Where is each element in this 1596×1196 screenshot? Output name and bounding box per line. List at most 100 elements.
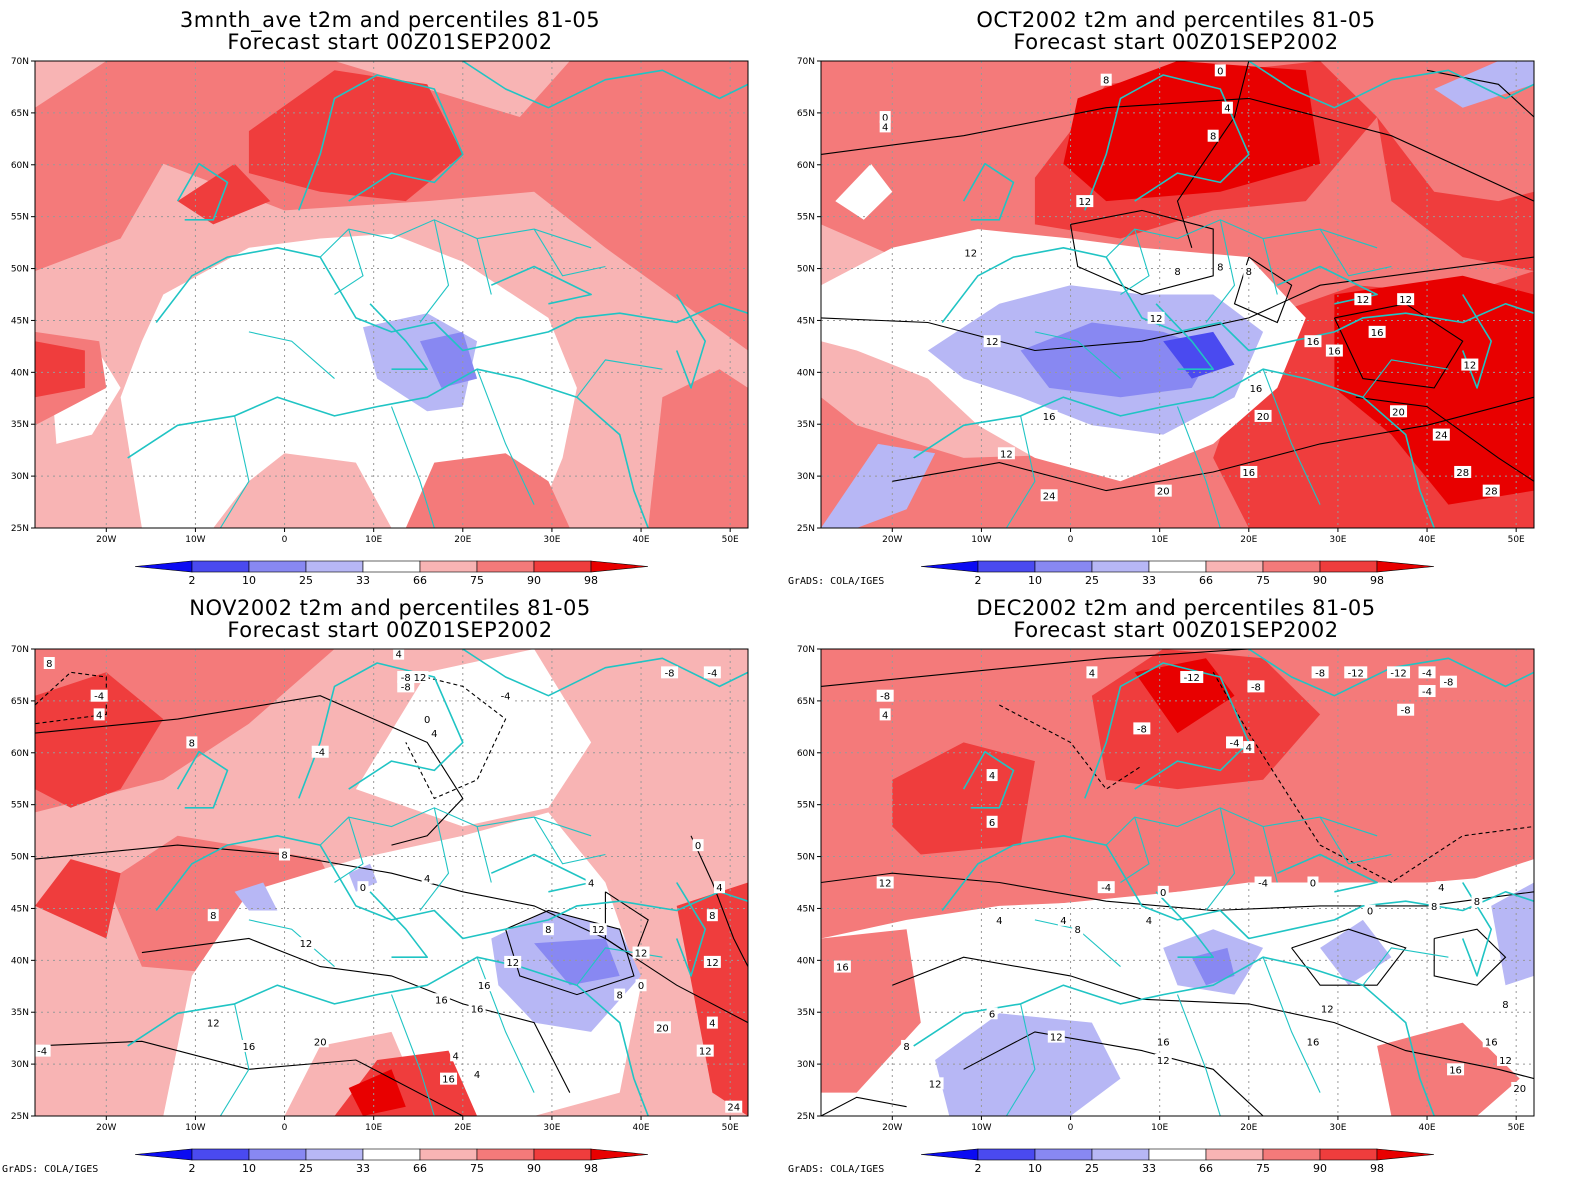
colorbar-label: 2 <box>975 1162 982 1175</box>
contour-line <box>505 909 635 996</box>
contour-label-bg <box>876 689 894 702</box>
colorbar-segment <box>977 1148 1036 1161</box>
contour-line <box>1291 928 1407 986</box>
gridlines <box>821 61 1534 528</box>
country-border <box>476 369 535 505</box>
contour-label-bg <box>1496 1053 1514 1066</box>
contour-label: 16 <box>471 1005 484 1016</box>
lon-tick-label: 30E <box>1329 1123 1346 1133</box>
colorbar-label: 66 <box>413 1162 427 1175</box>
contour-label: 16 <box>1250 384 1263 395</box>
lat-tick-label: 55N <box>11 801 29 811</box>
contour-label: -8 <box>1137 724 1147 735</box>
colorbar-arrow-high <box>1376 1148 1435 1161</box>
shaded-region <box>835 163 893 220</box>
lat-tick-label: 40N <box>797 956 815 966</box>
contour-line <box>821 649 1249 687</box>
contour-label-bg <box>696 1044 714 1057</box>
contour-line <box>35 671 107 725</box>
colorbar: 2 10 25 33 66 75 90 98 <box>134 560 649 587</box>
shaded-region <box>348 1069 406 1116</box>
coastline <box>1155 303 1215 371</box>
contour-label: -8 <box>401 682 411 693</box>
contour-label: -8 <box>401 673 411 684</box>
contour-label: 12 <box>964 248 977 259</box>
contour-label: 12 <box>300 939 313 950</box>
colorbar-segment <box>533 560 592 573</box>
colorbar-segment <box>419 1148 478 1161</box>
lat-tick-label: 30N <box>11 472 29 482</box>
contour-label-bg <box>475 979 493 992</box>
colorbar-label: 90 <box>527 1162 541 1175</box>
contour-label-bg <box>1040 409 1058 422</box>
shaded-region <box>35 61 748 351</box>
contour-label-bg <box>703 955 721 968</box>
coastline <box>675 882 707 977</box>
colorbar-segment <box>305 560 364 573</box>
contour-label-bg <box>297 937 315 950</box>
contour-label-bg <box>986 769 998 782</box>
panel-nov2002: NOV2002 t2m and percentiles 81-05 Foreca… <box>0 588 780 1186</box>
colorbar-arrow-high <box>590 560 649 573</box>
lon-tick-label: 0 <box>282 535 288 545</box>
contour-label: 12 <box>1050 1033 1063 1044</box>
contour-label-bg <box>879 120 891 133</box>
colorbar-label: 2 <box>189 574 196 587</box>
country-border <box>319 807 592 846</box>
contour-label: 12 <box>414 673 427 684</box>
colorbar-segment <box>476 1148 535 1161</box>
contour-label: 4 <box>1146 916 1152 927</box>
lat-tick-label: 60N <box>11 161 29 171</box>
contour-label-bg <box>468 1002 486 1015</box>
shaded-region <box>405 453 570 528</box>
contour-label: 12 <box>1078 197 1091 208</box>
contour-line <box>821 1096 907 1116</box>
coastline <box>176 162 229 221</box>
lat-tick-label: 25N <box>11 524 29 534</box>
contour-label: 16 <box>1328 347 1341 358</box>
contour-label-bg <box>1454 465 1472 478</box>
colorbar-label: 33 <box>1142 1162 1156 1175</box>
colorbar-label: 98 <box>1370 1162 1384 1175</box>
contour-label: 4 <box>424 874 430 885</box>
lon-tick-label: 50E <box>1508 535 1525 545</box>
contour-line <box>35 1040 464 1116</box>
panel-title: 3mnth_ave t2m and percentiles 81-05 <box>179 8 601 32</box>
colorbar-label: 33 <box>1142 574 1156 587</box>
contour-label-bg <box>661 666 679 679</box>
contour-label: 4 <box>996 916 1002 927</box>
contour-label: 20 <box>656 1023 669 1034</box>
colorbar-segment <box>1205 560 1264 573</box>
contour-label-bg <box>1047 1030 1065 1043</box>
lon-tick-label: 50E <box>722 535 739 545</box>
shaded-region <box>35 672 164 808</box>
contour-label: -4 <box>315 748 325 759</box>
contour-label: 12 <box>1357 295 1370 306</box>
contour-label-bg <box>397 680 415 693</box>
coastline <box>1155 891 1215 959</box>
shaded-region <box>1063 61 1321 202</box>
contour-label-bg <box>1428 899 1440 912</box>
contour-label-bg <box>1226 736 1244 749</box>
colorbar-label: 98 <box>584 574 598 587</box>
contour-label: 16 <box>1449 1065 1462 1076</box>
lon-tick-label: 0 <box>1068 535 1074 545</box>
contour-label-bg <box>1471 895 1483 908</box>
contour-label: 4 <box>709 1019 715 1030</box>
contour-label-bg <box>1304 1035 1322 1048</box>
panel-subtitle: Forecast start 00Z01SEP2002 <box>227 618 553 642</box>
lat-tick-label: 50N <box>797 853 815 863</box>
contour-label-bg <box>1418 685 1436 698</box>
contour-label-bg <box>1304 335 1322 348</box>
colorbar-arrow-low <box>920 560 979 573</box>
contour-label-bg <box>1243 741 1255 754</box>
shaded-region <box>163 812 642 1116</box>
contour-label-bg <box>471 1067 483 1080</box>
coastline <box>1084 74 1250 211</box>
colorbar-label: 90 <box>527 574 541 587</box>
contour-label-bg <box>1154 484 1172 497</box>
contour-label: 12 <box>1150 314 1163 325</box>
contour-label-bg <box>1057 913 1069 926</box>
